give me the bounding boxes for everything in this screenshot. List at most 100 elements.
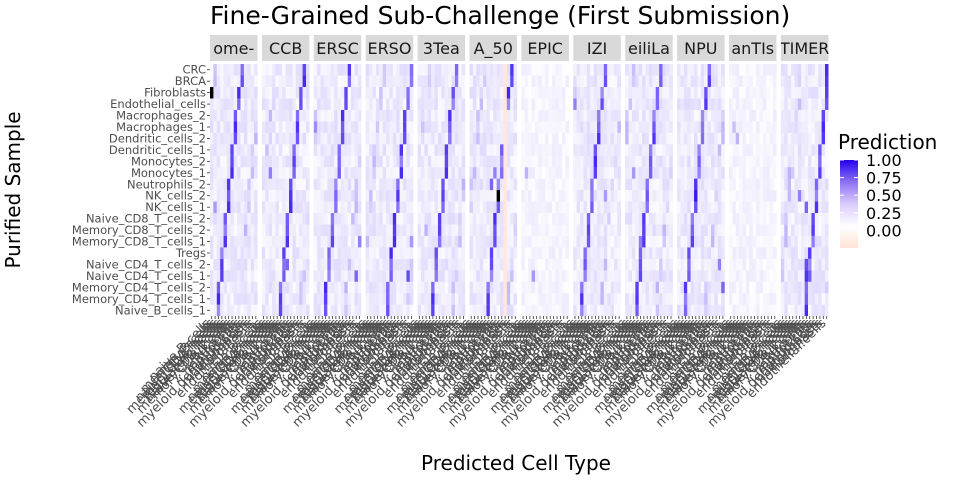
heatmap-cell (534, 64, 539, 76)
heatmap-cell (389, 304, 393, 317)
heatmap-cell (573, 144, 577, 156)
heatmap-cell (717, 75, 722, 87)
heatmap-cell (476, 98, 480, 110)
heatmap-cell (392, 235, 397, 248)
heatmap-cell (711, 212, 715, 225)
heatmap-cell (811, 144, 815, 156)
heatmap-cell (444, 109, 449, 122)
heatmap-cell (250, 258, 255, 271)
heatmap-cell (369, 109, 373, 122)
heatmap-cell (406, 304, 410, 317)
heatmap-cell (469, 293, 473, 305)
heatmap-cell (461, 201, 466, 213)
y-tick-label: Tregs (175, 246, 206, 260)
heatmap-cell (580, 86, 584, 99)
heatmap-cell (648, 75, 653, 87)
heatmap-cell (801, 270, 805, 282)
heatmap-cell (282, 293, 286, 305)
heatmap-cell (268, 121, 273, 133)
heatmap-cell (240, 144, 245, 156)
heatmap-cell (261, 235, 266, 248)
heatmap-cell (797, 235, 802, 248)
heatmap-cell (683, 190, 688, 202)
heatmap-cell (220, 132, 224, 145)
heatmap-cell (237, 281, 241, 294)
heatmap-cell (275, 98, 279, 110)
heatmap-cell (697, 155, 701, 168)
heatmap-cell (759, 86, 764, 99)
heatmap-cell (804, 304, 809, 317)
heatmap-cell (330, 293, 335, 305)
heatmap-cell (389, 247, 393, 259)
heatmap-cell (313, 98, 318, 110)
heatmap-cell (756, 281, 760, 294)
heatmap-cell (600, 293, 604, 305)
heatmap-cell (717, 155, 722, 168)
heatmap-cell (454, 293, 459, 305)
heatmap-cell (555, 109, 559, 122)
heatmap-cell (306, 155, 310, 168)
heatmap-cell (226, 224, 231, 236)
heatmap-cell (323, 190, 328, 202)
heatmap-cell (431, 212, 435, 225)
heatmap-cell (659, 235, 663, 248)
heatmap-cell (662, 270, 667, 282)
heatmap-cell (635, 155, 639, 168)
heatmap-cell (818, 132, 822, 145)
heatmap-cell (600, 167, 604, 179)
heatmap-cell (382, 98, 387, 110)
heatmap-cell (448, 178, 452, 191)
heatmap-cell (327, 293, 331, 305)
heatmap-cell (756, 64, 760, 76)
heatmap-cell (420, 86, 425, 99)
heatmap-cell (818, 281, 822, 294)
heatmap-cell (230, 144, 234, 156)
heatmap-cell (233, 167, 238, 179)
heatmap-cell (531, 258, 536, 271)
heatmap-cell (483, 190, 487, 202)
heatmap-cell (804, 224, 809, 236)
heatmap-cell (272, 190, 276, 202)
heatmap-cell (735, 75, 740, 87)
heatmap-cell (427, 121, 432, 133)
heatmap-cell (687, 304, 691, 317)
heatmap-cell (642, 247, 646, 259)
heatmap-cell (406, 144, 410, 156)
heatmap-cell (396, 270, 400, 282)
heatmap-cell (665, 75, 670, 87)
heatmap-cell (500, 109, 504, 122)
heatmap-cell (399, 281, 404, 294)
heatmap-cell (272, 155, 276, 168)
heatmap-cell (382, 121, 387, 133)
heatmap-cell (531, 64, 536, 76)
heatmap-cell (340, 178, 345, 191)
heatmap-cell (233, 121, 238, 133)
heatmap-cell (347, 64, 352, 76)
heatmap-cell (483, 86, 487, 99)
heatmap-cell (403, 155, 407, 168)
heatmap-cell (458, 235, 462, 248)
heatmap-cell (240, 121, 245, 133)
heatmap-cell (555, 155, 559, 168)
heatmap-cell (617, 109, 621, 122)
heatmap-cell (818, 167, 822, 179)
heatmap-cell (677, 178, 681, 191)
heatmap-cell (541, 304, 546, 317)
heatmap-cell (576, 258, 581, 271)
heatmap-cell (818, 75, 822, 87)
heatmap-cell (500, 235, 504, 248)
heatmap-cell (573, 98, 577, 110)
heatmap-cell (610, 75, 615, 87)
heatmap-cell (233, 247, 238, 259)
heatmap-cell (635, 178, 639, 191)
heatmap-cell (330, 86, 335, 99)
heatmap-cell (635, 281, 639, 294)
heatmap-cell (444, 235, 449, 248)
heatmap-cell (677, 293, 681, 305)
heatmap-cell (583, 132, 587, 145)
heatmap-cell (697, 304, 701, 317)
heatmap-cell (285, 98, 290, 110)
heatmap-cell (794, 86, 798, 99)
heatmap-cell (230, 270, 234, 282)
heatmap-cell (524, 132, 529, 145)
